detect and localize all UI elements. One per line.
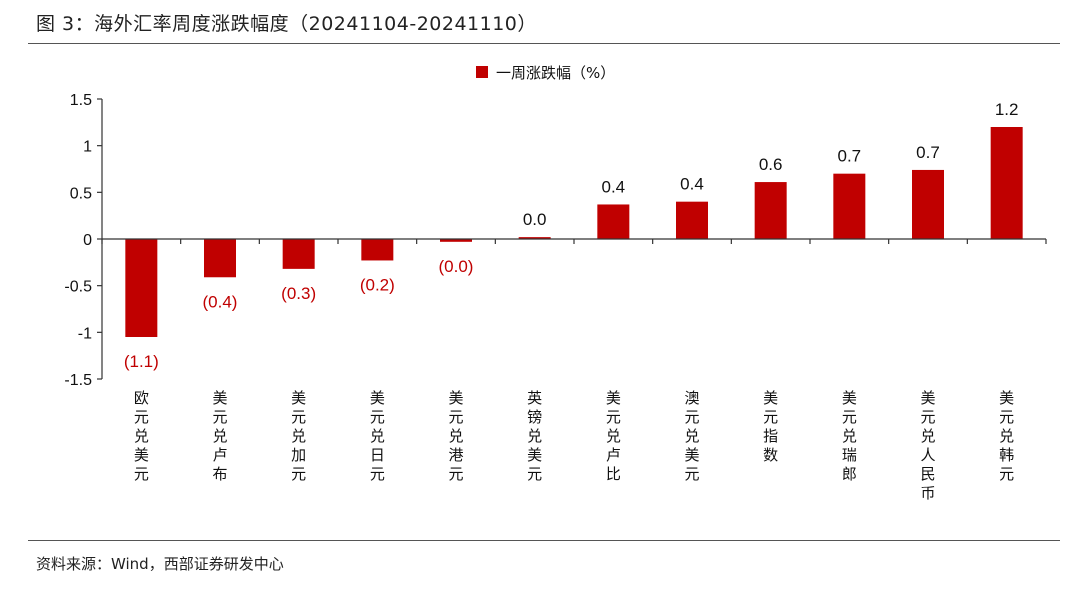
x-category-label: 澳元兑美元 <box>684 389 699 483</box>
data-label: 0.0 <box>523 210 547 229</box>
x-category-label: 美元兑港元 <box>448 389 463 483</box>
x-category-label: 美元兑韩元 <box>999 389 1014 483</box>
y-tick-label: 1 <box>83 139 92 156</box>
x-category-label: 美元指数 <box>763 389 778 464</box>
x-category-label: 美元兑卢布 <box>212 389 227 483</box>
y-tick-label: -0.5 <box>64 279 92 296</box>
data-label: (0.0) <box>439 257 474 276</box>
bottom-rule <box>28 540 1060 541</box>
source-note: 资料来源：Wind，西部证券研发中心 <box>36 555 284 573</box>
data-label: 1.2 <box>995 100 1019 119</box>
bar <box>912 169 944 239</box>
bar <box>125 239 158 337</box>
legend-swatch <box>476 66 488 78</box>
bar <box>361 239 394 261</box>
bar <box>282 239 315 269</box>
data-label: 0.6 <box>759 155 783 174</box>
legend-label: 一周涨跌幅（%） <box>496 64 615 82</box>
bar <box>833 173 866 239</box>
figure-title: 图 3：海外汇率周度涨跌幅度（20241104-20241110） <box>36 13 537 35</box>
bar <box>676 201 708 239</box>
bar-chart: 1.5 1 0.5 0 -0.5 -1 -1.5 (1.1) 欧元兑美元 (0.4) 美元兑卢布 (0… <box>64 64 1047 502</box>
bar <box>754 182 787 239</box>
y-tick-label: -1.5 <box>64 372 92 389</box>
y-tick-label: 1.5 <box>70 92 92 109</box>
x-category-label: 英镑兑美元 <box>527 389 542 483</box>
data-label: (0.4) <box>203 292 238 311</box>
x-category-label: 美元兑日元 <box>370 389 385 483</box>
x-category-label: 美元兑加元 <box>291 389 306 483</box>
data-label: (0.3) <box>281 284 316 303</box>
data-label: (0.2) <box>360 275 395 294</box>
x-category-label: 美元兑卢比 <box>606 389 621 483</box>
top-rule <box>28 43 1060 44</box>
bar <box>440 239 472 242</box>
bar <box>204 239 236 278</box>
data-label: 0.4 <box>602 177 626 196</box>
bar <box>518 237 551 239</box>
y-tick-label: 0 <box>83 232 92 249</box>
bar <box>990 127 1023 239</box>
bar <box>597 204 630 239</box>
data-label: (1.1) <box>124 352 159 371</box>
x-category-label: 美元兑人民币 <box>920 389 935 502</box>
x-category-label: 美元兑瑞郎 <box>842 389 857 483</box>
data-label: 0.7 <box>838 147 862 166</box>
data-label: 0.7 <box>916 143 940 162</box>
y-tick-label: -1 <box>78 325 92 342</box>
y-tick-label: 0.5 <box>70 185 92 202</box>
x-category-label: 欧元兑美元 <box>134 389 149 483</box>
data-label: 0.4 <box>680 175 704 194</box>
